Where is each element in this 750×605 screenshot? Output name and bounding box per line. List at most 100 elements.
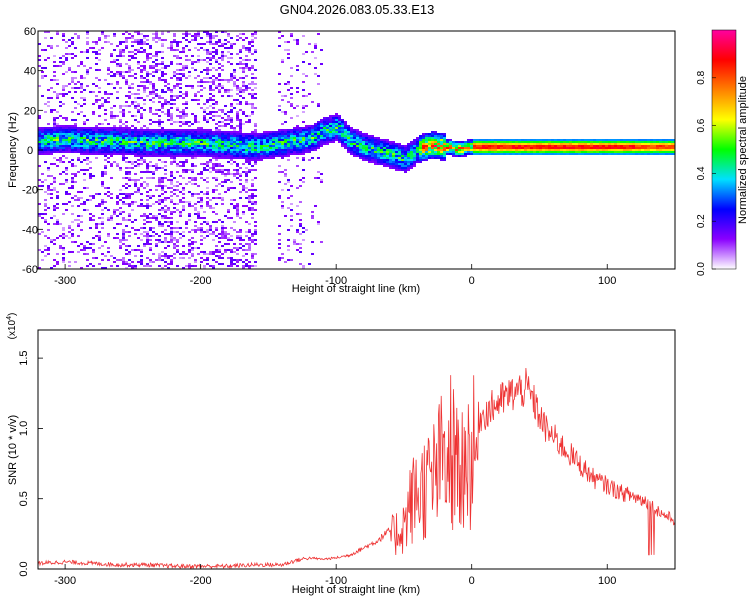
spectrogram-cell (74, 55, 77, 57)
spectrogram-cell (263, 147, 266, 149)
spectrogram-cell (305, 147, 308, 149)
spectrogram-cell (47, 101, 50, 103)
spectrogram-cell (416, 159, 419, 161)
spectrogram-cell (278, 45, 281, 47)
spectrogram-cell (314, 57, 317, 59)
spectrogram-cell (80, 161, 83, 163)
spectrogram-cell (527, 143, 530, 145)
spectrogram-cell (128, 167, 131, 169)
spectrogram-cell (140, 183, 143, 185)
spectrogram-cell (476, 153, 479, 155)
spectrogram-cell (278, 171, 281, 173)
colorbar-tick-label: 0.2 (696, 214, 707, 228)
spectrogram-cell (161, 45, 164, 47)
spectrogram-cell (59, 151, 62, 153)
spectrogram-cell (98, 247, 101, 249)
spectrogram-cell (164, 177, 167, 179)
spectrogram-cell (395, 165, 398, 167)
spectrogram-cell (368, 155, 371, 157)
spectrogram-cell (68, 149, 71, 151)
spectrogram-cell (56, 139, 59, 141)
spectrogram-cell (299, 149, 302, 151)
spectrogram-cell (68, 227, 71, 229)
spectrogram-cell (227, 237, 230, 239)
spectrogram-cell (542, 149, 545, 151)
spectrogram-cell (164, 145, 167, 147)
spectrogram-cell (92, 111, 95, 113)
spectrogram-cell (314, 43, 317, 45)
spectrogram-cell (59, 157, 62, 159)
spectrogram-cell (143, 135, 146, 137)
spectrogram-cell (248, 243, 251, 245)
spectrogram-cell (119, 199, 122, 201)
spectrogram-cell (200, 231, 203, 233)
spectrogram-cell (329, 135, 332, 137)
spectrogram-cell (416, 157, 419, 159)
spectrogram-cell (572, 143, 575, 145)
spectrogram-cell (248, 67, 251, 69)
spectrogram-cell (437, 135, 440, 137)
spectrogram-cell (203, 117, 206, 119)
spectrogram-cell (488, 151, 491, 153)
spectrogram-cell (116, 233, 119, 235)
spectrogram-cell (401, 153, 404, 155)
spectrogram-cell (47, 127, 50, 129)
spectrogram-cell (164, 129, 167, 131)
spectrogram-cell (311, 145, 314, 147)
spectrogram-cell (137, 191, 140, 193)
spectrogram-cell (206, 135, 209, 137)
spectrogram-cell (197, 153, 200, 155)
spectrogram-cell (167, 225, 170, 227)
spectrogram-cell (425, 145, 428, 147)
spectrogram-cell (140, 129, 143, 131)
spectrogram-cell (41, 135, 44, 137)
spectrogram-cell (44, 205, 47, 207)
spectrogram-cell (335, 121, 338, 123)
spectrogram-cell (164, 141, 167, 143)
spectrogram-cell (182, 235, 185, 237)
spectrogram-cell (221, 69, 224, 71)
spectrogram-cell (287, 53, 290, 55)
spectrogram-cell (155, 149, 158, 151)
spectrogram-cell (209, 77, 212, 79)
spectrogram-cell (89, 135, 92, 137)
spectrogram-cell (671, 147, 674, 149)
spectrogram-cell (242, 151, 245, 153)
spectrogram-cell (275, 147, 278, 149)
spectrogram-cell (62, 247, 65, 249)
spectrogram-cell (665, 145, 668, 147)
spectrogram-cell (74, 173, 77, 175)
spectrogram-cell (176, 95, 179, 97)
spectrogram-cell (335, 113, 338, 115)
spectrogram-cell (41, 67, 44, 69)
spectrogram-cell (143, 143, 146, 145)
spectrogram-cell (392, 159, 395, 161)
spectrogram-cell (620, 139, 623, 141)
spectrogram-cell (638, 151, 641, 153)
spectrogram-cell (533, 143, 536, 145)
spectrogram-cell (596, 151, 599, 153)
spectrogram-cell (140, 107, 143, 109)
spectrogram-cell (506, 151, 509, 153)
spectrogram-cell (242, 255, 245, 257)
spectrogram-cell (665, 143, 668, 145)
spectrogram-cell (59, 61, 62, 63)
spectrogram-cell (215, 189, 218, 191)
spectrogram-cell (290, 87, 293, 89)
spectrogram-cell (608, 147, 611, 149)
spectrogram-cell (83, 169, 86, 171)
spectrogram-cell (449, 141, 452, 143)
spectrogram-cell (221, 165, 224, 167)
spectrogram-cell (227, 265, 230, 267)
spectrogram-cell (356, 143, 359, 145)
spectrogram-cell (377, 151, 380, 153)
spectrogram-cell (140, 153, 143, 155)
spectrogram-cell (230, 57, 233, 59)
spectrogram-cell (617, 143, 620, 145)
spectrogram-cell (137, 89, 140, 91)
spectrogram-cell (155, 89, 158, 91)
spectrogram-cell (125, 225, 128, 227)
spectrogram-cell (338, 139, 341, 141)
spectrogram-cell (134, 249, 137, 251)
spectrogram-cell (440, 141, 443, 143)
